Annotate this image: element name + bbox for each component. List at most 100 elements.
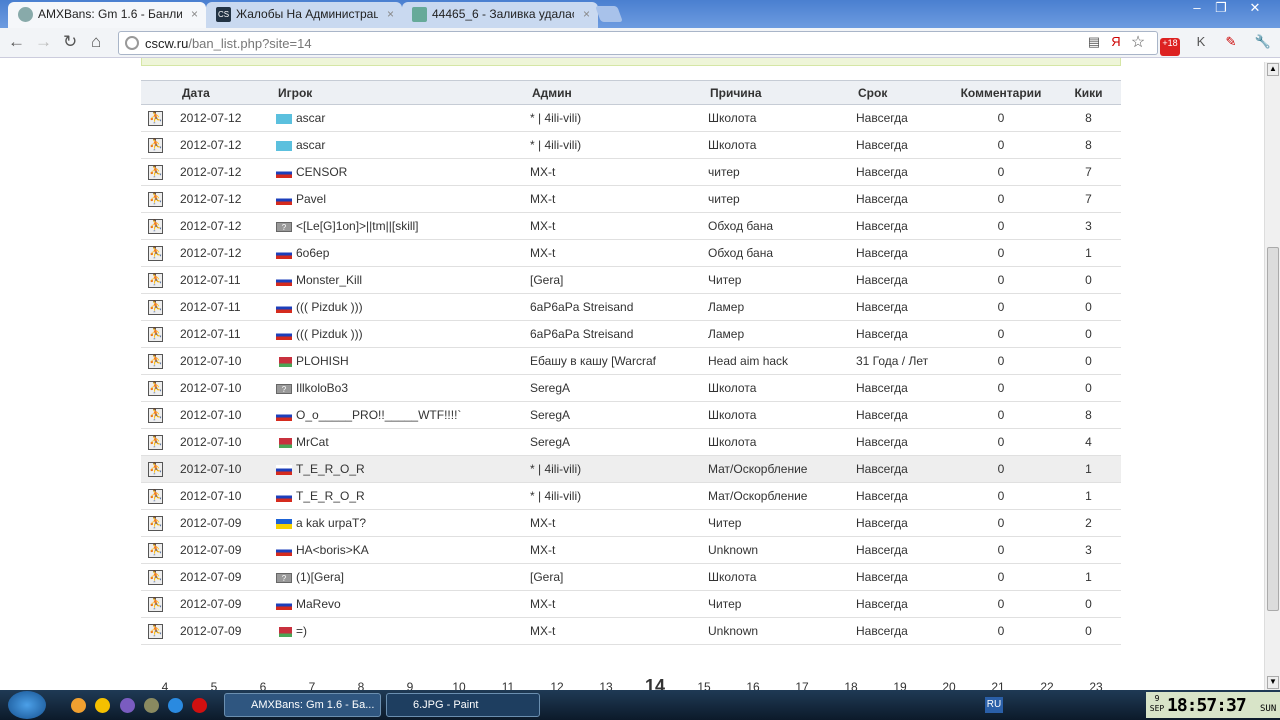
vertical-scrollbar[interactable]: ▲ ▼	[1264, 62, 1280, 690]
table-row[interactable]: ⛹ 2012-07-12 6o6ep MX-t Обход бана Навсе…	[141, 239, 1121, 267]
star-icon[interactable]: ☆	[1130, 34, 1146, 51]
cs-game-icon[interactable]: ⛹	[148, 245, 163, 261]
col-date[interactable]: Дата	[174, 80, 270, 105]
cell-player[interactable]: Monster_Kill	[296, 273, 363, 287]
reload-icon[interactable]: ↻	[63, 32, 78, 51]
page-link[interactable]: 18	[844, 680, 858, 690]
page-link[interactable]: 12	[550, 680, 564, 690]
table-row[interactable]: ⛹ 2012-07-10 ? IllkoloBo3 SeregA Школота …	[141, 374, 1121, 402]
cell-player[interactable]: a kak urpaT?	[296, 516, 367, 530]
cs-game-icon[interactable]: ⛹	[148, 353, 163, 369]
back-icon[interactable]: ←	[8, 32, 25, 51]
page-link[interactable]: 5	[210, 680, 218, 690]
table-row[interactable]: ⛹ 2012-07-11 Monster_Kill [Gera] Читер Н…	[141, 266, 1121, 294]
tab-amxbans[interactable]: AMXBans: Gm 1.6 - Банлист ×	[8, 2, 206, 28]
table-row[interactable]: ⛹ 2012-07-09 MaRevo MX-t Читер Навсегда …	[141, 590, 1121, 618]
col-reason[interactable]: Причина	[702, 80, 850, 105]
clock[interactable]: 9 SEP 18:57:37 SUN	[1146, 692, 1280, 718]
opera-icon[interactable]	[192, 698, 207, 713]
table-row[interactable]: ⛹ 2012-07-09 a kak urpaT? MX-t Читер Нав…	[141, 509, 1121, 537]
cs-game-icon[interactable]: ⛹	[148, 164, 163, 180]
table-row[interactable]: ⛹ 2012-07-10 T_E_R_O_R * | 4ili-vili) Ма…	[141, 455, 1121, 483]
address-bar[interactable]: cscw.ru/ban_list.php?site=14 ▤ Я ☆	[118, 31, 1158, 55]
table-row[interactable]: ⛹ 2012-07-11 ((( Pizduk ))) 6aP6aPa Stre…	[141, 293, 1121, 321]
close-window-button[interactable]: ✕	[1249, 0, 1261, 15]
page-link[interactable]: 8	[357, 680, 365, 690]
cell-player[interactable]: Pavel	[296, 192, 327, 206]
table-row[interactable]: ⛹ 2012-07-09 ? (1)[Gera] [Gera] Школота Н…	[141, 563, 1121, 591]
scroll-down-arrow[interactable]: ▼	[1267, 676, 1279, 689]
table-row[interactable]: ⛹ 2012-07-11 ((( Pizduk ))) 6aP6aPa Stre…	[141, 320, 1121, 348]
cell-player[interactable]: CENSOR	[296, 165, 348, 179]
page-link[interactable]: 21	[991, 680, 1005, 690]
tab-upload[interactable]: 44465_6 - Заливка удалась - ×	[402, 2, 598, 28]
cell-player[interactable]: ((( Pizduk )))	[296, 327, 363, 341]
cs-game-icon[interactable]: ⛹	[148, 110, 163, 126]
quicklaunch-icon[interactable]	[71, 698, 86, 713]
minimize-button[interactable]: –	[1193, 0, 1201, 15]
quicklaunch-icon[interactable]	[95, 698, 110, 713]
page-link[interactable]: 6	[259, 680, 267, 690]
taskbar-item-paint[interactable]: 6.JPG - Paint	[386, 693, 540, 717]
col-comments[interactable]: Комментарии	[946, 80, 1056, 105]
page-link[interactable]: 17	[795, 680, 809, 690]
cs-game-icon[interactable]: ⛹	[148, 488, 163, 504]
table-row[interactable]: ⛹ 2012-07-12 ascar * | 4ili-vili) Школот…	[141, 131, 1121, 159]
forward-icon[interactable]: →	[35, 32, 52, 51]
cell-player[interactable]: PLOHISH	[296, 354, 349, 368]
new-tab-button[interactable]	[595, 6, 623, 22]
cell-player[interactable]: T_E_R_O_R	[296, 462, 365, 476]
page-link[interactable]: 19	[893, 680, 907, 690]
cs-game-icon[interactable]: ⛹	[148, 407, 163, 423]
cell-player[interactable]: <[Le[G]1on]>||tm||[skill]	[296, 219, 419, 233]
cs-game-icon[interactable]: ⛹	[148, 326, 163, 342]
close-tab-icon[interactable]: ×	[190, 7, 198, 21]
language-indicator[interactable]: RU	[985, 697, 1003, 713]
cs-game-icon[interactable]: ⛹	[148, 434, 163, 450]
table-row[interactable]: ⛹ 2012-07-10 O_o_____PRO!!_____WTF!!!!` …	[141, 401, 1121, 429]
cell-player[interactable]: IllkoloBo3	[296, 381, 349, 395]
table-row[interactable]: ⛹ 2012-07-12 CENSOR MX-t читер Навсегда …	[141, 158, 1121, 186]
cs-game-icon[interactable]: ⛹	[148, 623, 163, 639]
quicklaunch-icon[interactable]	[144, 698, 159, 713]
cs-game-icon[interactable]: ⛹	[148, 542, 163, 558]
ie-icon[interactable]	[168, 698, 183, 713]
cell-player[interactable]: 6o6ep	[296, 246, 330, 260]
scroll-up-arrow[interactable]: ▲	[1267, 63, 1279, 76]
table-row[interactable]: ⛹ 2012-07-10 PLOHISH Ебашу в кашу [Warcr…	[141, 347, 1121, 375]
col-player[interactable]: Игрок	[270, 80, 524, 105]
close-tab-icon[interactable]: ×	[582, 7, 590, 21]
cs-game-icon[interactable]: ⛹	[148, 569, 163, 585]
extension-k-icon[interactable]: K	[1196, 34, 1206, 49]
cs-game-icon[interactable]: ⛹	[148, 596, 163, 612]
quicklaunch-icon[interactable]	[120, 698, 135, 713]
page-link[interactable]: 4	[161, 680, 169, 690]
page-link[interactable]: 11	[501, 680, 515, 690]
adult-badge[interactable]: +18	[1160, 38, 1180, 56]
cell-player[interactable]: ((( Pizduk )))	[296, 300, 363, 314]
page-link[interactable]: 7	[308, 680, 316, 690]
cs-game-icon[interactable]: ⛹	[148, 218, 163, 234]
cs-game-icon[interactable]: ⛹	[148, 272, 163, 288]
table-row[interactable]: ⛹ 2012-07-09 =) MX-t Unknown Навсегда 0 …	[141, 617, 1121, 645]
close-tab-icon[interactable]: ×	[386, 7, 394, 21]
scroll-thumb[interactable]	[1267, 247, 1279, 611]
cell-player[interactable]: MrCat	[296, 435, 329, 449]
table-row[interactable]: ⛹ 2012-07-12 ? <[Le[G]1on]>||tm||[skill] …	[141, 212, 1121, 240]
taskbar-item-amxbans[interactable]: AMXBans: Gm 1.6 - Ба...	[224, 693, 381, 717]
cell-player[interactable]: HA<boris>KA	[296, 543, 369, 557]
page-link[interactable]: 22	[1040, 680, 1054, 690]
page-link[interactable]: 20	[942, 680, 956, 690]
tab-complaints[interactable]: CS Жалобы На Администрацию ×	[206, 2, 402, 28]
cell-player[interactable]: O_o_____PRO!!_____WTF!!!!`	[296, 408, 462, 422]
cs-game-icon[interactable]: ⛹	[148, 461, 163, 477]
page-link[interactable]: 9	[406, 680, 414, 690]
table-row[interactable]: ⛹ 2012-07-12 ascar * | 4ili-vili) Школот…	[141, 104, 1121, 132]
cs-game-icon[interactable]: ⛹	[148, 380, 163, 396]
page-link[interactable]: 13	[599, 680, 613, 690]
cell-player[interactable]: ascar	[296, 138, 326, 152]
cs-game-icon[interactable]: ⛹	[148, 515, 163, 531]
page-link[interactable]: 14	[644, 676, 666, 690]
table-row[interactable]: ⛹ 2012-07-12 Pavel MX-t читер Навсегда 0…	[141, 185, 1121, 213]
extension-icon[interactable]: ✎	[1225, 34, 1237, 49]
